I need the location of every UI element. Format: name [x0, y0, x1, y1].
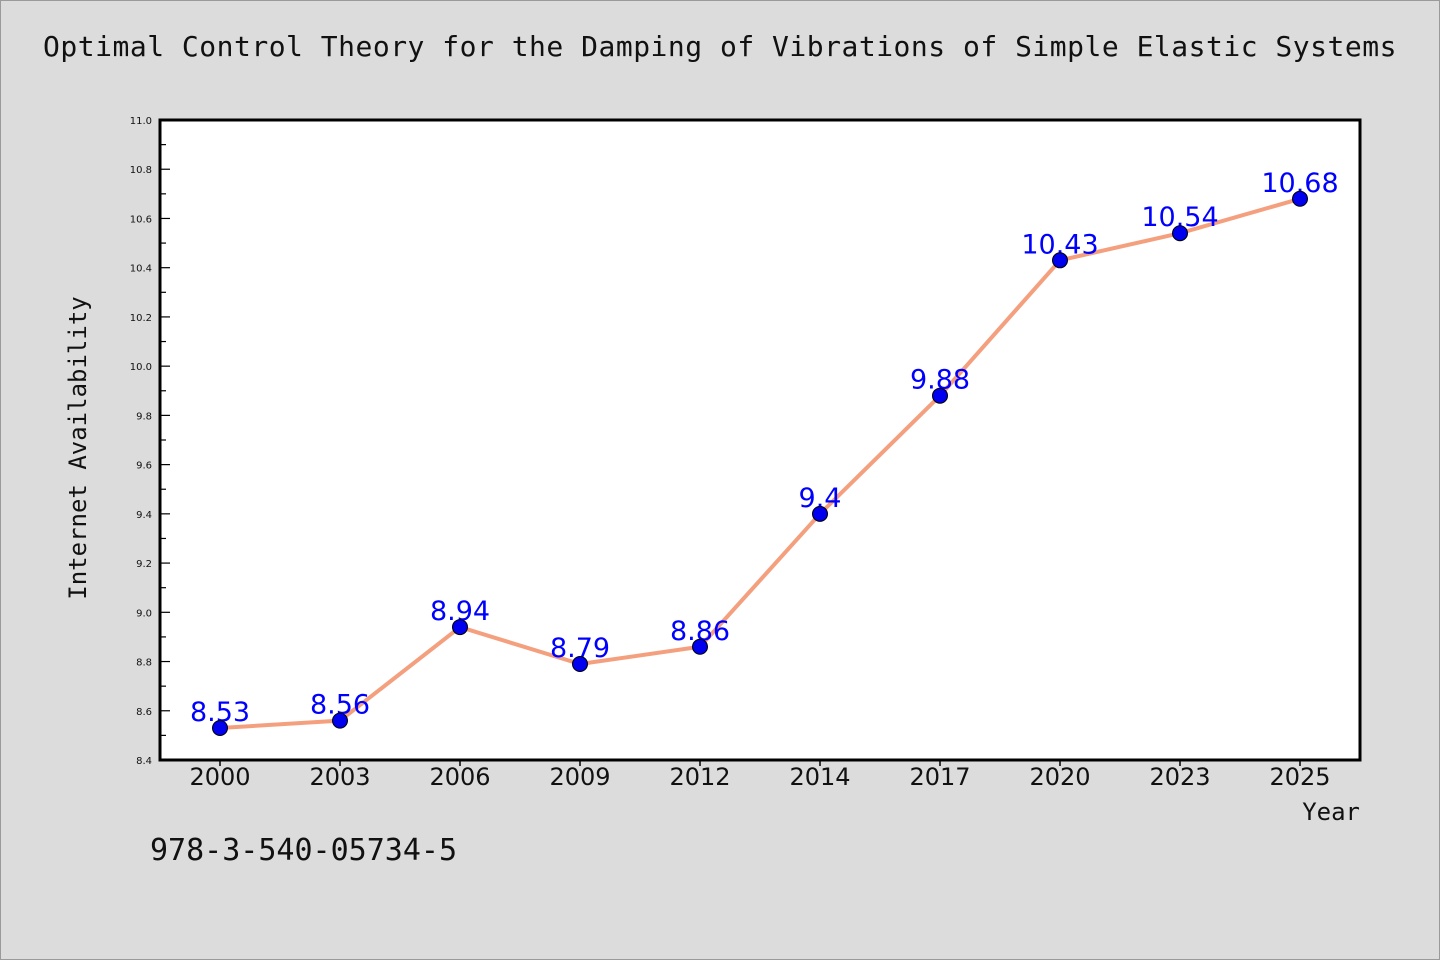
chart-title: Optimal Control Theory for the Damping o… [43, 30, 1397, 63]
data-point [932, 387, 948, 404]
y-axis: 8.4 8.6 8.8 9.0 9.2 9.4 9.6 9.8 10.0 10.2 10.4 10.6… [130, 116, 170, 767]
y-tick-label: 10.4 [130, 264, 152, 275]
y-tick-label: 11.0 [130, 116, 152, 127]
y-tick-label: 9.8 [136, 411, 152, 422]
x-axis-title: Year [1302, 798, 1360, 826]
data-point [212, 720, 228, 736]
x-tick-label: 2009 [549, 763, 610, 791]
y-axis-title: Internet Availability [64, 296, 92, 599]
y-tick-label: 10.2 [130, 313, 152, 324]
y-tick-label: 8.6 [136, 707, 152, 718]
x-tick-label: 2006 [429, 763, 490, 791]
x-tick-label: 2023 [1149, 763, 1210, 791]
y-tick-label: 8.8 [136, 658, 152, 669]
data-point [1292, 190, 1308, 207]
y-tick-label: 10.0 [130, 362, 152, 373]
x-axis: 2000 2003 2006 2009 2012 2014 2017 2020 2023 2025 [189, 760, 1331, 791]
x-tick-label: 2012 [669, 763, 730, 791]
data-point [1172, 225, 1188, 242]
y-tick-label: 8.4 [136, 756, 152, 767]
x-tick-label: 2014 [789, 763, 850, 791]
x-tick-label: 2000 [189, 763, 250, 791]
data-point [692, 638, 708, 655]
x-tick-label: 2017 [909, 763, 970, 791]
y-tick-label: 10.6 [130, 214, 152, 225]
y-tick-label: 9.6 [136, 461, 152, 472]
data-point [812, 505, 828, 522]
series-line [219, 196, 1301, 730]
data-point [332, 712, 348, 729]
data-point [452, 619, 468, 636]
data-point [572, 656, 588, 672]
x-tick-label: 2020 [1029, 763, 1090, 791]
x-tick-label: 2025 [1269, 763, 1330, 791]
x-tick-label: 2003 [309, 763, 370, 791]
series-markers [212, 190, 1308, 736]
y-tick-label: 9.0 [136, 608, 152, 619]
isbn-footnote: 978-3-540-05734-5 [150, 833, 458, 868]
y-tick-label: 10.8 [130, 165, 152, 176]
y-tick-label: 9.4 [136, 510, 152, 521]
y-tick-label: 9.2 [136, 559, 152, 570]
data-point [1052, 252, 1068, 269]
plot-area [158, 118, 1362, 762]
